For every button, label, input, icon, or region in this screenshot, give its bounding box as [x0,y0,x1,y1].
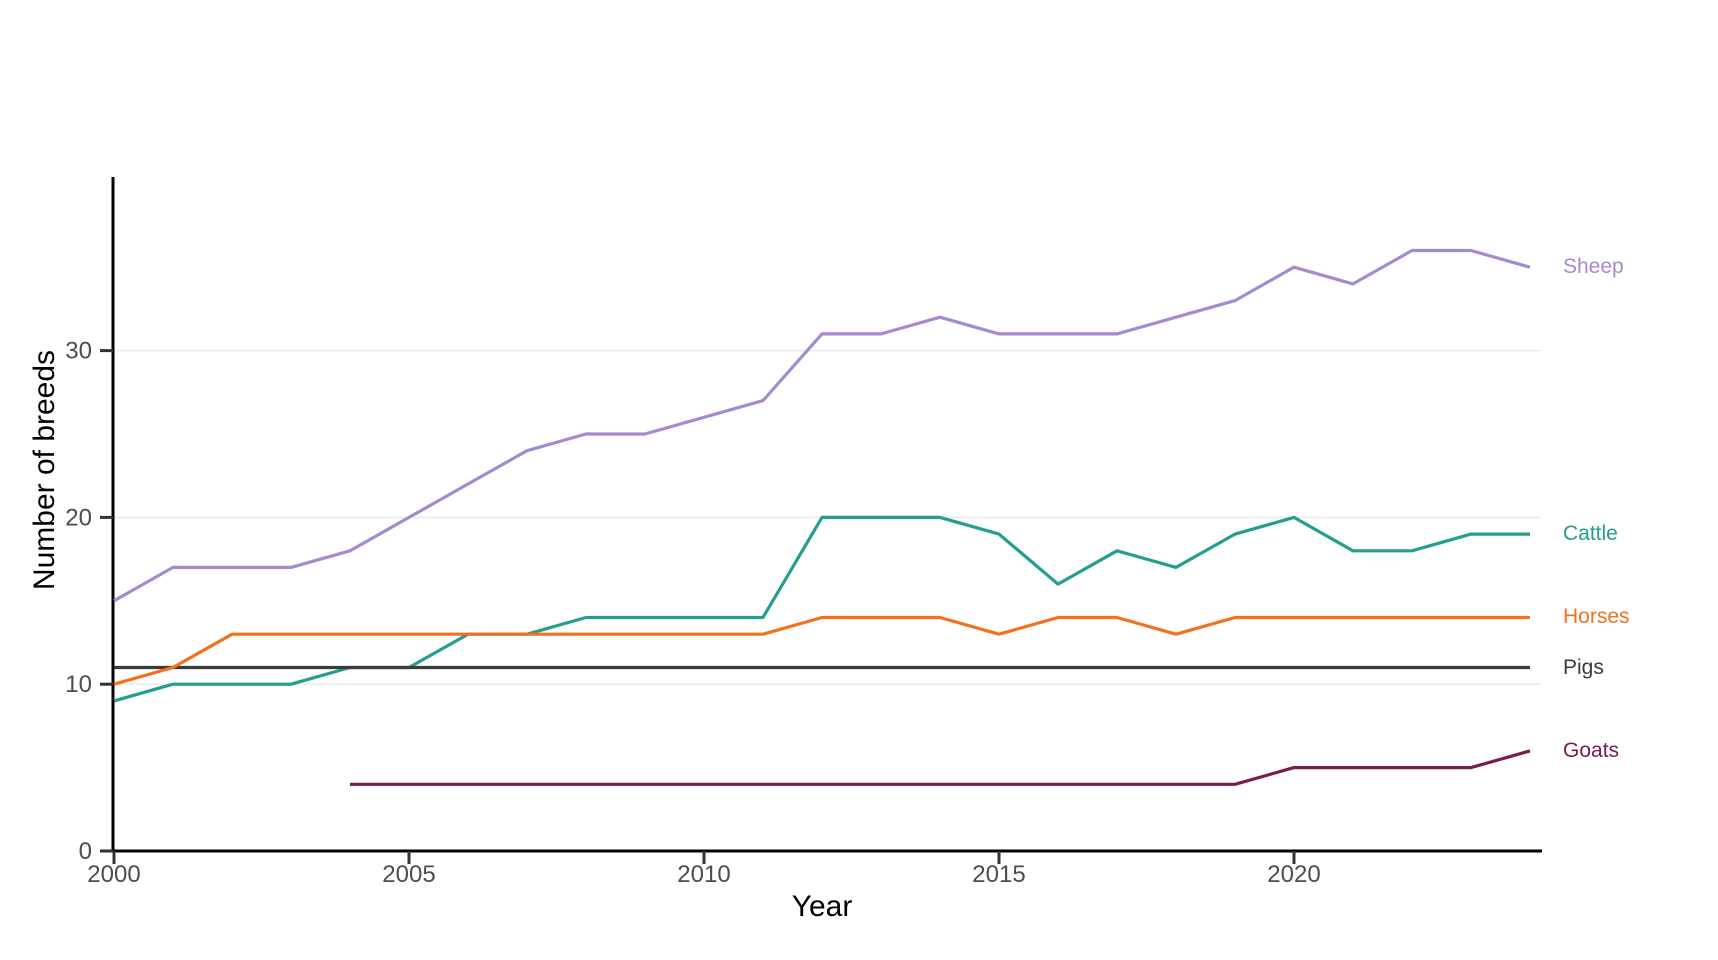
x-axis-title: Year [791,890,853,923]
y-tick-label-30: 30 [65,338,92,365]
series-line-cattle [113,515,1530,703]
x-tick-label-2000: 2000 [87,861,140,888]
series-line-horses [113,615,1530,686]
y-axis-title: Number of breeds [28,349,61,591]
x-tick-label-2010: 2010 [677,861,730,888]
series-label-sheep: Sheep [1563,255,1624,279]
series-label-cattle: Cattle [1563,522,1618,546]
series-line-goats [350,749,1531,786]
x-tick-label-2020: 2020 [1267,861,1320,888]
series-label-pigs: Pigs [1563,655,1604,679]
series-line-sheep [113,248,1531,603]
series-label-goats: Goats [1563,738,1620,762]
y-tick-label-0: 0 [79,838,92,865]
x-tick-label-2015: 2015 [972,861,1025,888]
x-tick-label-2005: 2005 [382,861,435,888]
y-tick-label-20: 20 [65,504,92,531]
y-tick-label-10: 10 [65,671,92,698]
series-label-horses: Horses [1563,605,1630,629]
